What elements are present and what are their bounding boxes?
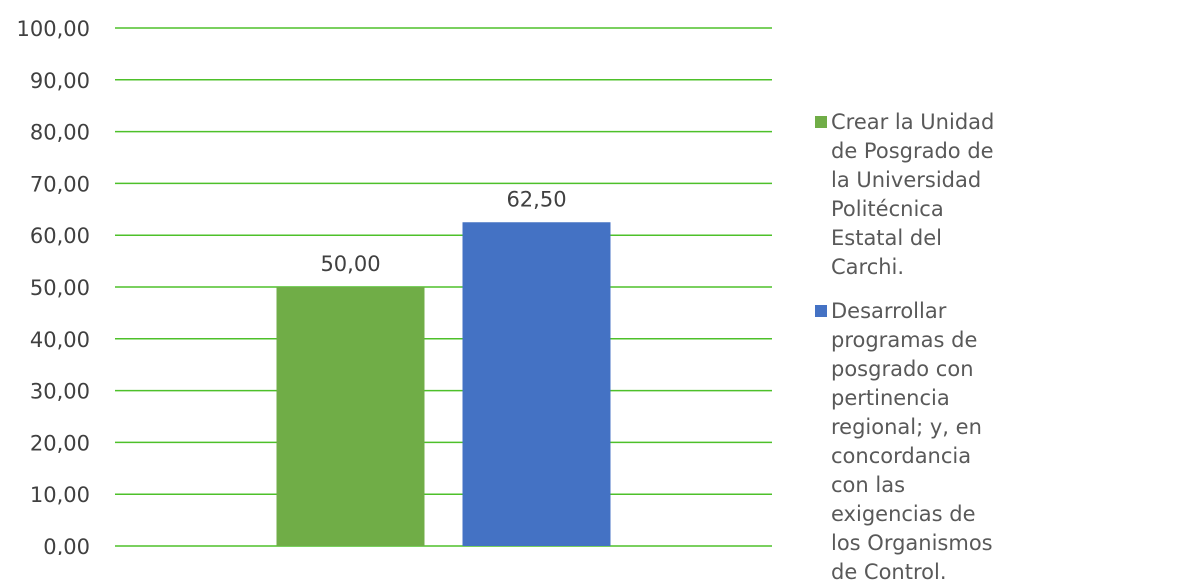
data-labels: 50,00 62,50 <box>320 187 566 276</box>
y-axis-ticks: 0,00 10,00 20,00 30,00 40,00 50,00 60,00 70,00 8… <box>17 17 90 555</box>
gridlines <box>115 27 772 547</box>
y-tick-label: 40,00 <box>30 328 90 352</box>
y-tick-label: 90,00 <box>30 69 90 93</box>
legend-item-desarrollar-programas: Desarrollar programas de posgrado con pe… <box>815 297 1001 587</box>
legend-label: Desarrollar programas de posgrado con pe… <box>831 299 993 584</box>
legend-swatch-blue <box>815 305 827 317</box>
y-tick-label: 60,00 <box>30 224 90 248</box>
y-tick-label: 80,00 <box>30 121 90 145</box>
data-label: 62,50 <box>506 187 566 211</box>
bar <box>462 222 611 546</box>
legend-label: Crear la Unidad de Posgrado de la Univer… <box>831 110 995 279</box>
y-tick-label: 100,00 <box>17 17 90 41</box>
y-tick-label: 10,00 <box>30 483 90 507</box>
y-tick-label: 0,00 <box>43 535 90 555</box>
y-tick-label: 70,00 <box>30 172 90 196</box>
bar <box>276 287 425 546</box>
bars <box>276 222 611 546</box>
bar-chart: 0,00 10,00 20,00 30,00 40,00 50,00 60,00 70,00 8… <box>17 17 772 555</box>
data-label: 50,00 <box>320 252 380 276</box>
legend-swatch-green <box>815 116 827 128</box>
legend-item-crear-unidad: Crear la Unidad de Posgrado de la Univer… <box>815 108 1001 282</box>
y-tick-label: 20,00 <box>30 431 90 455</box>
y-tick-label: 30,00 <box>30 380 90 404</box>
y-tick-label: 50,00 <box>30 276 90 300</box>
